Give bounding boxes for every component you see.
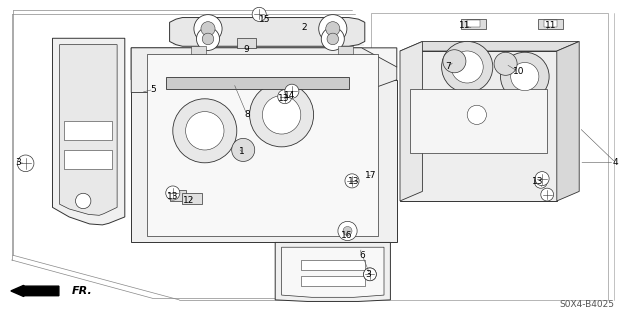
Polygon shape <box>400 51 557 201</box>
Circle shape <box>326 22 340 36</box>
Polygon shape <box>60 45 117 215</box>
Polygon shape <box>544 20 557 27</box>
Polygon shape <box>461 19 486 29</box>
Polygon shape <box>191 46 206 54</box>
Circle shape <box>252 7 266 21</box>
Circle shape <box>535 172 549 186</box>
Circle shape <box>338 221 357 241</box>
Polygon shape <box>147 54 378 236</box>
Circle shape <box>451 51 483 83</box>
Circle shape <box>262 96 301 134</box>
Circle shape <box>278 90 292 104</box>
Polygon shape <box>410 89 547 153</box>
Circle shape <box>327 33 339 45</box>
Circle shape <box>467 105 486 124</box>
Circle shape <box>321 27 344 50</box>
Circle shape <box>343 226 352 235</box>
Text: 13: 13 <box>278 94 290 103</box>
Text: 7: 7 <box>445 63 451 71</box>
Polygon shape <box>301 276 365 286</box>
Polygon shape <box>557 41 579 201</box>
Polygon shape <box>166 77 349 89</box>
Polygon shape <box>170 18 365 46</box>
Circle shape <box>443 50 466 73</box>
Circle shape <box>202 33 214 45</box>
Circle shape <box>76 193 91 209</box>
Text: 13: 13 <box>348 177 360 186</box>
Circle shape <box>534 175 547 188</box>
Text: 14: 14 <box>284 91 296 100</box>
Circle shape <box>494 52 517 75</box>
Circle shape <box>442 41 493 93</box>
Circle shape <box>166 186 180 200</box>
Circle shape <box>173 99 237 163</box>
Circle shape <box>186 112 224 150</box>
Polygon shape <box>538 19 563 29</box>
Text: 3: 3 <box>365 270 371 279</box>
Circle shape <box>364 268 376 281</box>
Text: 4: 4 <box>613 158 618 167</box>
Polygon shape <box>64 121 112 140</box>
Text: 11: 11 <box>545 21 556 30</box>
Circle shape <box>364 268 376 281</box>
Text: 11: 11 <box>459 21 470 30</box>
Circle shape <box>196 27 220 50</box>
Text: 3: 3 <box>15 158 20 167</box>
Circle shape <box>511 63 539 91</box>
Circle shape <box>285 84 299 98</box>
Polygon shape <box>237 38 256 48</box>
Circle shape <box>319 15 347 43</box>
Text: FR.: FR. <box>72 286 92 296</box>
Polygon shape <box>52 38 125 225</box>
Circle shape <box>232 138 255 161</box>
Circle shape <box>194 15 222 43</box>
Polygon shape <box>131 48 397 93</box>
Polygon shape <box>301 260 365 270</box>
Polygon shape <box>282 247 384 297</box>
Text: 6: 6 <box>360 251 365 260</box>
Polygon shape <box>400 41 579 51</box>
Polygon shape <box>338 46 353 54</box>
Circle shape <box>541 188 554 201</box>
Polygon shape <box>64 150 112 169</box>
Text: 10: 10 <box>513 67 524 76</box>
Polygon shape <box>371 13 608 300</box>
Text: 13: 13 <box>532 177 543 186</box>
Polygon shape <box>467 20 480 27</box>
Text: 16: 16 <box>341 231 353 240</box>
Polygon shape <box>400 41 422 201</box>
Circle shape <box>250 83 314 147</box>
Text: 5: 5 <box>151 85 156 94</box>
Circle shape <box>17 155 34 172</box>
Text: S0X4-B4025: S0X4-B4025 <box>559 300 614 309</box>
Circle shape <box>500 52 549 101</box>
Text: 13: 13 <box>167 192 179 201</box>
Circle shape <box>201 22 215 36</box>
Polygon shape <box>275 242 390 301</box>
FancyArrow shape <box>11 285 59 297</box>
Text: 12: 12 <box>183 197 195 205</box>
Polygon shape <box>170 190 186 201</box>
Text: 9: 9 <box>244 45 249 54</box>
Text: 2: 2 <box>301 23 307 32</box>
Text: 1: 1 <box>239 147 244 156</box>
Polygon shape <box>131 48 397 80</box>
Circle shape <box>345 174 359 188</box>
Polygon shape <box>182 193 202 204</box>
Text: 17: 17 <box>365 171 376 180</box>
Text: 8: 8 <box>244 110 250 119</box>
Text: 15: 15 <box>259 15 271 24</box>
Polygon shape <box>131 80 397 242</box>
